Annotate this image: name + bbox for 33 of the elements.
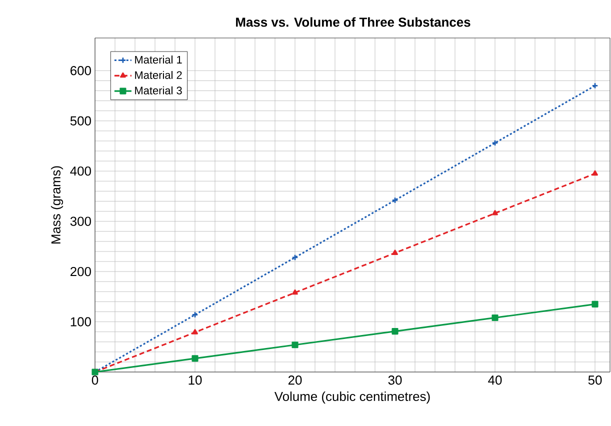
x-axis-title: Volume (cubic centimetres) <box>274 392 430 404</box>
point <box>192 311 198 318</box>
legend-label: Material 1 <box>135 56 182 64</box>
y-tick-label: 300 <box>70 216 91 226</box>
x-tick-label: 50 <box>588 376 602 385</box>
y-tick-label: 200 <box>70 266 91 276</box>
legend-label: Material 3 <box>135 86 182 94</box>
x-tick-label: 10 <box>188 376 202 385</box>
point <box>292 342 298 348</box>
point <box>292 289 298 295</box>
y-tick-label: 500 <box>70 116 91 126</box>
point <box>592 300 598 308</box>
x-tick-label: 40 <box>488 376 502 385</box>
point <box>292 254 298 261</box>
x-tick-label: 20 <box>288 376 302 385</box>
point <box>492 314 498 322</box>
x-tick-label: 0 <box>92 376 98 385</box>
y-tick-label: 400 <box>70 166 91 176</box>
point <box>492 140 498 146</box>
legend-label: Material 2 <box>135 70 182 79</box>
point <box>592 170 598 176</box>
point <box>192 355 198 362</box>
y-tick-label: 600 <box>70 66 91 76</box>
chart-title: Mass vs. Volume of Three Substances <box>236 17 470 27</box>
y-axis-title: Mass (grams) <box>50 166 64 244</box>
point <box>392 328 398 335</box>
point <box>592 82 598 89</box>
point <box>392 196 398 204</box>
point <box>192 329 198 334</box>
point <box>392 250 398 255</box>
x-tick-label: 30 <box>388 376 402 385</box>
point <box>492 210 498 216</box>
y-tick-label: 100 <box>70 317 91 326</box>
